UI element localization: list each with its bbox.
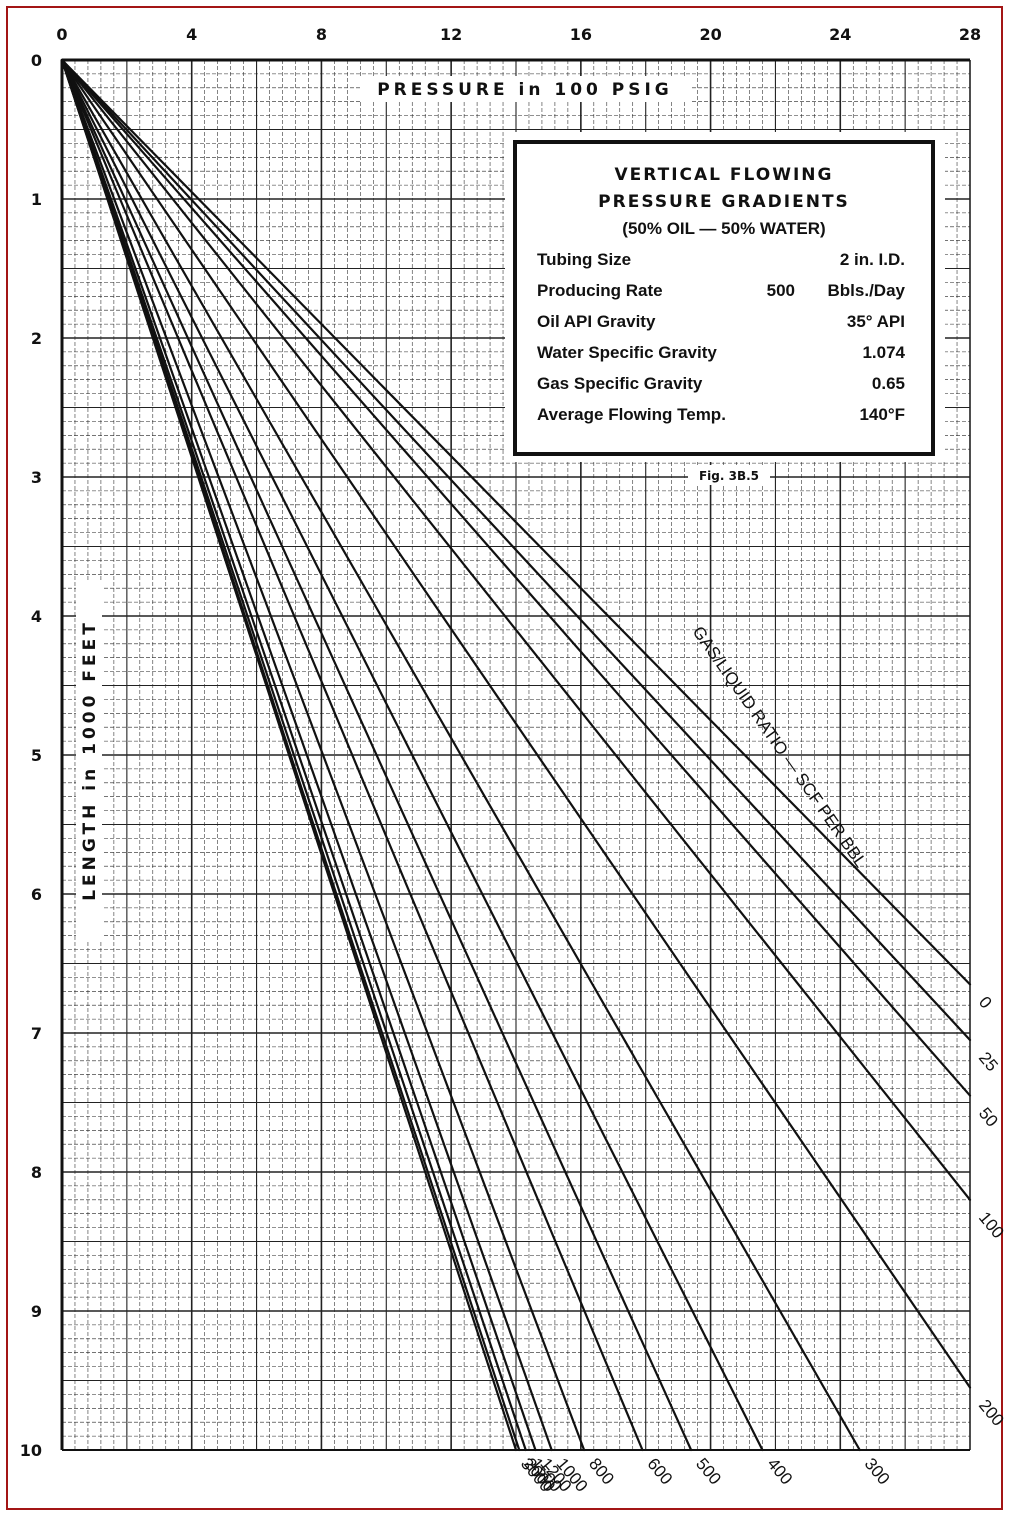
series-label: 100 [975,1208,1008,1242]
series-label: 25 [975,1048,1002,1075]
series-label: 50 [975,1104,1002,1131]
y-tick-label: 8 [31,1163,42,1182]
x-tick-label: 8 [316,25,327,44]
series-line [60,58,537,1452]
y-tick-label: 4 [31,607,42,626]
y-tick-label: 3 [31,468,42,487]
series-label: 0 [975,993,996,1012]
series-line [60,58,644,1452]
legend-row-label: Producing Rate [537,281,663,300]
legend-subtitle: (50% OIL — 50% WATER) [622,219,825,238]
series-line [60,58,972,1042]
legend-title-line1: VERTICAL FLOWING [615,165,834,185]
legend-row-value: 35° API [847,312,905,331]
legend-row-value: 1.074 [862,343,905,362]
series-line [60,58,972,986]
legend-rows: Tubing Size 2 in. I.D. Producing Rate 500 Bb… [537,250,906,424]
legend-row-label: Gas Specific Gravity [537,374,703,393]
y-tick-label: 1 [31,190,42,209]
legend-row-label: Water Specific Gravity [537,343,717,362]
y-axis-title: LENGTH in 1000 FEET [80,619,100,901]
y-tick-label: 7 [31,1024,42,1043]
series-label: 400 [763,1454,796,1488]
series-line [60,58,861,1452]
x-tick-label: 4 [186,25,197,44]
series-line [60,58,972,1389]
legend-row-label: Tubing Size [537,250,631,269]
series-lines [60,58,972,1452]
x-tick-label: 20 [699,25,721,44]
y-tick-label: 6 [31,885,42,904]
legend-row-mid: 500 [767,281,795,300]
legend-row-value: Bbls./Day [828,281,906,300]
series-line [60,58,553,1452]
series-line [60,58,518,1452]
series-line [60,58,764,1452]
legend-row-value: 2 in. I.D. [840,250,905,269]
x-axis-title: PRESSURE in 100 PSIG [377,80,673,100]
legend-title-line2: PRESSURE GRADIENTS [598,192,850,212]
series-label: 200 [975,1396,1008,1430]
x-tick-label: 28 [959,25,981,44]
x-tick-label: 0 [56,25,67,44]
y-tick-labels: 0 1 2 3 4 5 6 7 8 9 10 [20,51,42,1460]
legend-box: VERTICAL FLOWING PRESSURE GRADIENTS (50%… [505,132,945,462]
y-axis-title-backdrop [76,580,102,940]
y-tick-label: 0 [31,51,42,70]
figure-label: Fig. 3B.5 [699,469,759,483]
y-tick-label: 9 [31,1302,42,1321]
legend-row-value: 140°F [859,405,905,424]
y-tick-label: 10 [20,1441,42,1460]
x-tick-label: 24 [829,25,851,44]
series-label: 600 [643,1454,676,1488]
y-tick-label: 2 [31,329,42,348]
legend-row-value: 0.65 [872,374,905,393]
series-line [60,58,586,1452]
series-label: 300 [861,1454,894,1488]
legend-row-label: Oil API Gravity [537,312,656,331]
legend-box-border [513,140,935,456]
x-axis-title-backdrop [360,76,690,102]
figure-label-backdrop [688,465,770,485]
x-tick-label: 16 [570,25,592,44]
series-line [60,58,972,1097]
x-tick-label: 12 [440,25,462,44]
series-line [60,58,693,1452]
x-tick-labels: 0 4 8 12 16 20 24 28 [56,25,981,44]
legend-row-label: Average Flowing Temp. [537,405,726,424]
series-line [60,58,972,1201]
series-label: 500 [692,1454,725,1488]
y-tick-label: 5 [31,746,42,765]
image-frame [6,6,1003,1510]
